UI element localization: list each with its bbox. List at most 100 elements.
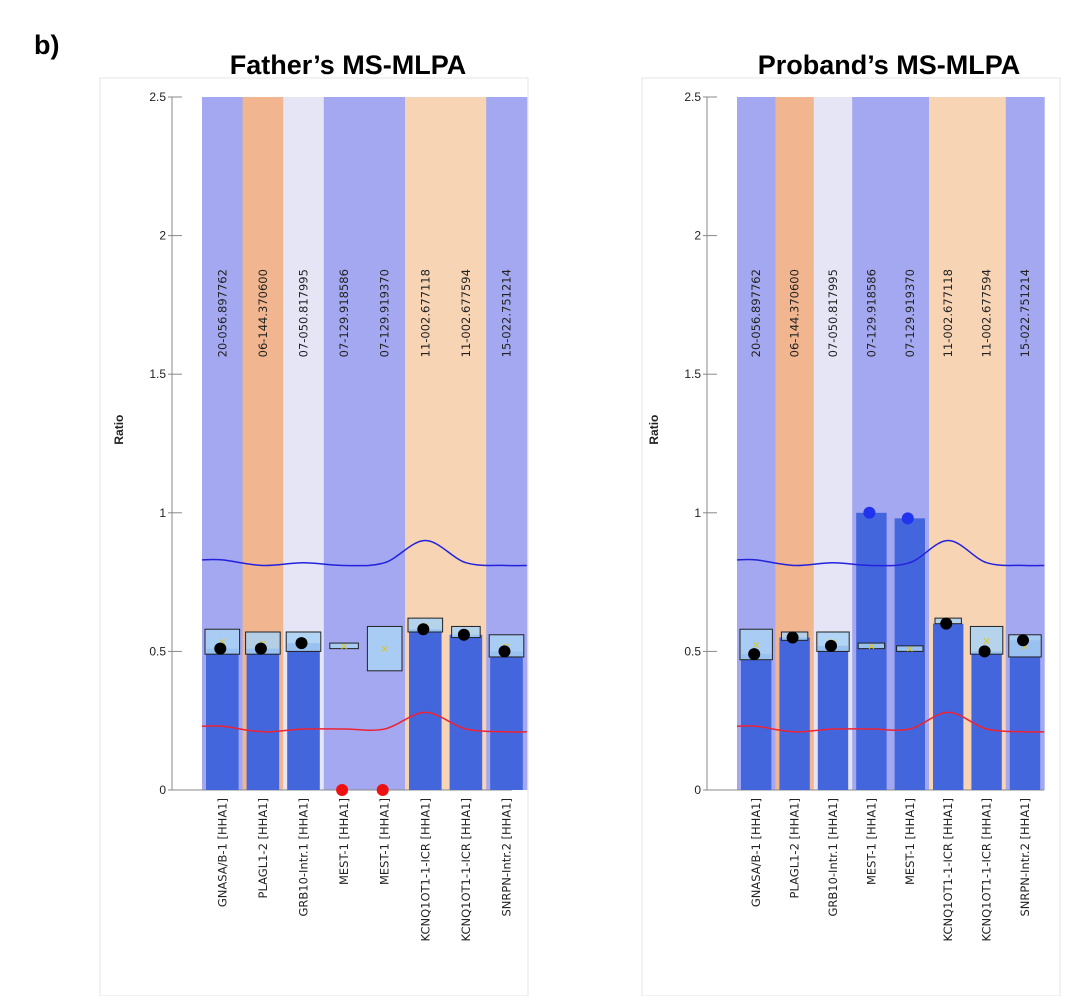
category-label: GNASA/B-1 [HHA1] (749, 798, 763, 907)
probe-position-label: 07-050.817995 (297, 269, 311, 357)
category-label: GRB10-Intr.1 [HHA1] (826, 798, 840, 917)
median-marker: × (982, 636, 990, 647)
chart-title: Proband’s MS-MLPA (758, 50, 1021, 80)
data-point (376, 784, 389, 796)
data-bar (817, 645, 849, 790)
median-marker: × (752, 640, 760, 651)
y-tick-label: 0.5 (684, 644, 701, 658)
category-label: SNRPN-Intr.2 [HHA1] (500, 798, 514, 917)
range-box (366, 625, 403, 672)
data-bar (894, 518, 925, 790)
data-bar (287, 643, 320, 790)
probe-position-label: 06-144.370600 (788, 269, 802, 357)
data-point (901, 512, 914, 525)
probe-lane (323, 97, 365, 790)
data-point (336, 784, 349, 796)
probe-position-label: 20-056.897762 (215, 269, 229, 357)
data-bar (779, 637, 810, 790)
y-tick-label: 2.5 (684, 90, 701, 104)
category-label: GRB10-Intr.1 [HHA1] (297, 798, 311, 917)
probe-position-label: 20-056.897762 (749, 269, 763, 357)
probe-position-label: 06-144.370600 (256, 269, 270, 357)
category-label: SNRPN-Intr.2 [HHA1] (1018, 798, 1032, 917)
data-point (825, 639, 837, 652)
category-label: MEST-1 [HHA1] (337, 798, 351, 885)
probe-position-label: 07-129.918586 (337, 269, 351, 357)
category-label: PLAGL1-2 [HHA1] (256, 798, 270, 898)
median-marker: × (1021, 641, 1029, 652)
data-point (295, 637, 308, 650)
data-bar (449, 634, 483, 790)
category-label: MEST-1 [HHA1] (378, 798, 392, 885)
category-label: MEST-1 [HHA1] (903, 798, 917, 885)
category-label: MEST-1 [HHA1] (864, 798, 878, 885)
probe-lane (364, 97, 406, 790)
probe-position-label: 11-002.677594 (980, 269, 994, 357)
chart-title: Father’s MS-MLPA (230, 50, 467, 80)
median-marker: × (906, 644, 914, 655)
probe-position-label: 11-002.677594 (459, 269, 473, 357)
probe-position-label: 11-002.677118 (418, 269, 432, 357)
data-point (417, 623, 430, 636)
y-axis-label: Ratio (647, 415, 661, 445)
y-tick-label: 0 (159, 783, 166, 797)
proband-chart: Proband’s MS-MLPA 0 0.5 1 1.5 2 2.5 Ratio 20-056… (641, 50, 1061, 996)
data-point (940, 617, 953, 630)
probe-position-label: 11-002.677118 (941, 269, 955, 357)
probe-position-label: 07-129.918586 (864, 269, 878, 357)
data-bar (409, 629, 442, 790)
y-tick-label: 0.5 (149, 644, 166, 658)
y-tick-label: 1 (159, 506, 166, 520)
upper-threshold-line (736, 539, 1045, 567)
data-bar (741, 654, 772, 790)
range-box (329, 642, 359, 650)
category-label: KCNQ1OT1-1-ICR [HHA1] (980, 798, 994, 941)
data-point (1017, 634, 1029, 647)
median-marker: × (218, 637, 226, 648)
data-bar (1009, 640, 1041, 790)
data-bar (206, 648, 239, 790)
median-marker: × (340, 641, 348, 652)
father-chart: Father’s MS-MLPA 0 0.5 1 1.5 2 2.5 Ratio 20-056.… (99, 50, 529, 996)
probe-position-label: 15-022.751214 (500, 269, 514, 357)
y-tick-label: 1 (694, 506, 701, 520)
data-bar (246, 648, 280, 790)
probe-position-label: 07-050.817995 (826, 269, 840, 357)
data-point (748, 648, 761, 661)
median-marker: × (381, 644, 389, 655)
category-label: GNASA/B-1 [HHA1] (215, 798, 229, 907)
category-label: KCNQ1OT1-1-ICR [HHA1] (941, 798, 955, 941)
y-tick-label: 2 (694, 229, 701, 243)
data-point (498, 645, 511, 658)
data-point (786, 631, 799, 644)
range-box (857, 642, 886, 650)
data-bar (856, 512, 887, 790)
data-bar (971, 651, 1002, 790)
probe-position-label: 07-129.919370 (903, 269, 917, 357)
data-bar (490, 651, 523, 790)
lower-threshold-line (736, 711, 1045, 733)
probe-position-label: 15-022.751214 (1018, 269, 1032, 357)
median-marker: × (867, 641, 875, 652)
range-box (896, 645, 924, 652)
data-point (863, 506, 876, 519)
data-point (978, 645, 991, 658)
data-point (457, 628, 470, 641)
category-label: PLAGL1-2 [HHA1] (788, 798, 802, 898)
y-tick-label: 1.5 (149, 367, 166, 381)
y-axis-label: Ratio (112, 415, 126, 445)
data-bar (933, 623, 964, 790)
y-tick-label: 0 (694, 783, 701, 797)
data-point (254, 642, 267, 655)
y-tick-label: 2 (159, 229, 166, 243)
y-tick-label: 1.5 (684, 367, 701, 381)
lower-threshold-line (201, 711, 527, 733)
data-point (214, 642, 227, 655)
category-label: KCNQ1OT1-1-ICR [HHA1] (459, 798, 473, 941)
category-label: KCNQ1OT1-1-ICR [HHA1] (418, 798, 432, 941)
probe-position-label: 07-129.919370 (378, 269, 392, 357)
panel-label: b) (34, 30, 60, 60)
y-tick-label: 2.5 (149, 90, 166, 104)
upper-threshold-line (201, 539, 527, 567)
